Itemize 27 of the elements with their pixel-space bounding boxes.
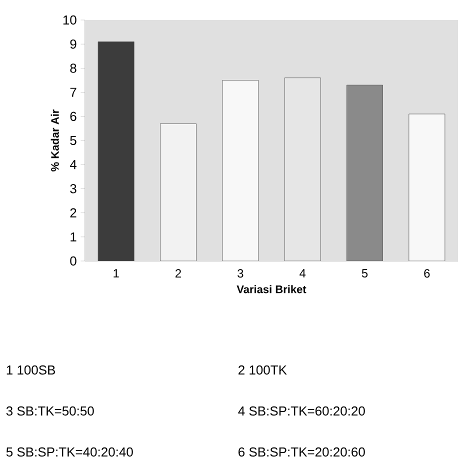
y-tick-label: 6 xyxy=(70,112,76,121)
y-tick-label: 8 xyxy=(70,64,76,73)
y-tick-label: 10 xyxy=(63,15,76,25)
y-tick-label: 1 xyxy=(70,232,76,242)
x-tick-label: 3 xyxy=(238,269,244,278)
text: 3 SB:TK=50:50 xyxy=(6,406,94,416)
y-tick-label: 0 xyxy=(70,256,76,266)
y-axis-title: % Kadar Air xyxy=(50,110,59,172)
x-tick-label: 6 xyxy=(424,269,430,278)
text: 2 100TK xyxy=(238,365,287,375)
x-tick-label: 2 xyxy=(176,269,181,278)
y-tick-label: 2 xyxy=(70,208,76,218)
text: 6 SB:SP:TK=20:20:60 xyxy=(238,447,365,457)
x-axis-title: Variasi Briket xyxy=(236,285,306,294)
y-tick-label: 3 xyxy=(70,184,76,194)
y-tick-label: 9 xyxy=(70,40,76,49)
bar xyxy=(222,80,259,262)
x-tick-label: 1 xyxy=(114,269,119,278)
x-tick-label: 5 xyxy=(362,269,368,278)
y-tick-label: 5 xyxy=(70,136,76,146)
bar xyxy=(160,123,196,262)
y-tick-label: 4 xyxy=(70,160,76,170)
y-tick-label: 7 xyxy=(70,88,76,97)
x-tick-label: 4 xyxy=(300,269,306,278)
text: 1 100SB xyxy=(6,365,56,375)
text: 4 SB:SP:TK=60:20:20 xyxy=(238,406,365,416)
text: 5 SB:SP:TK=40:20:40 xyxy=(6,447,133,457)
